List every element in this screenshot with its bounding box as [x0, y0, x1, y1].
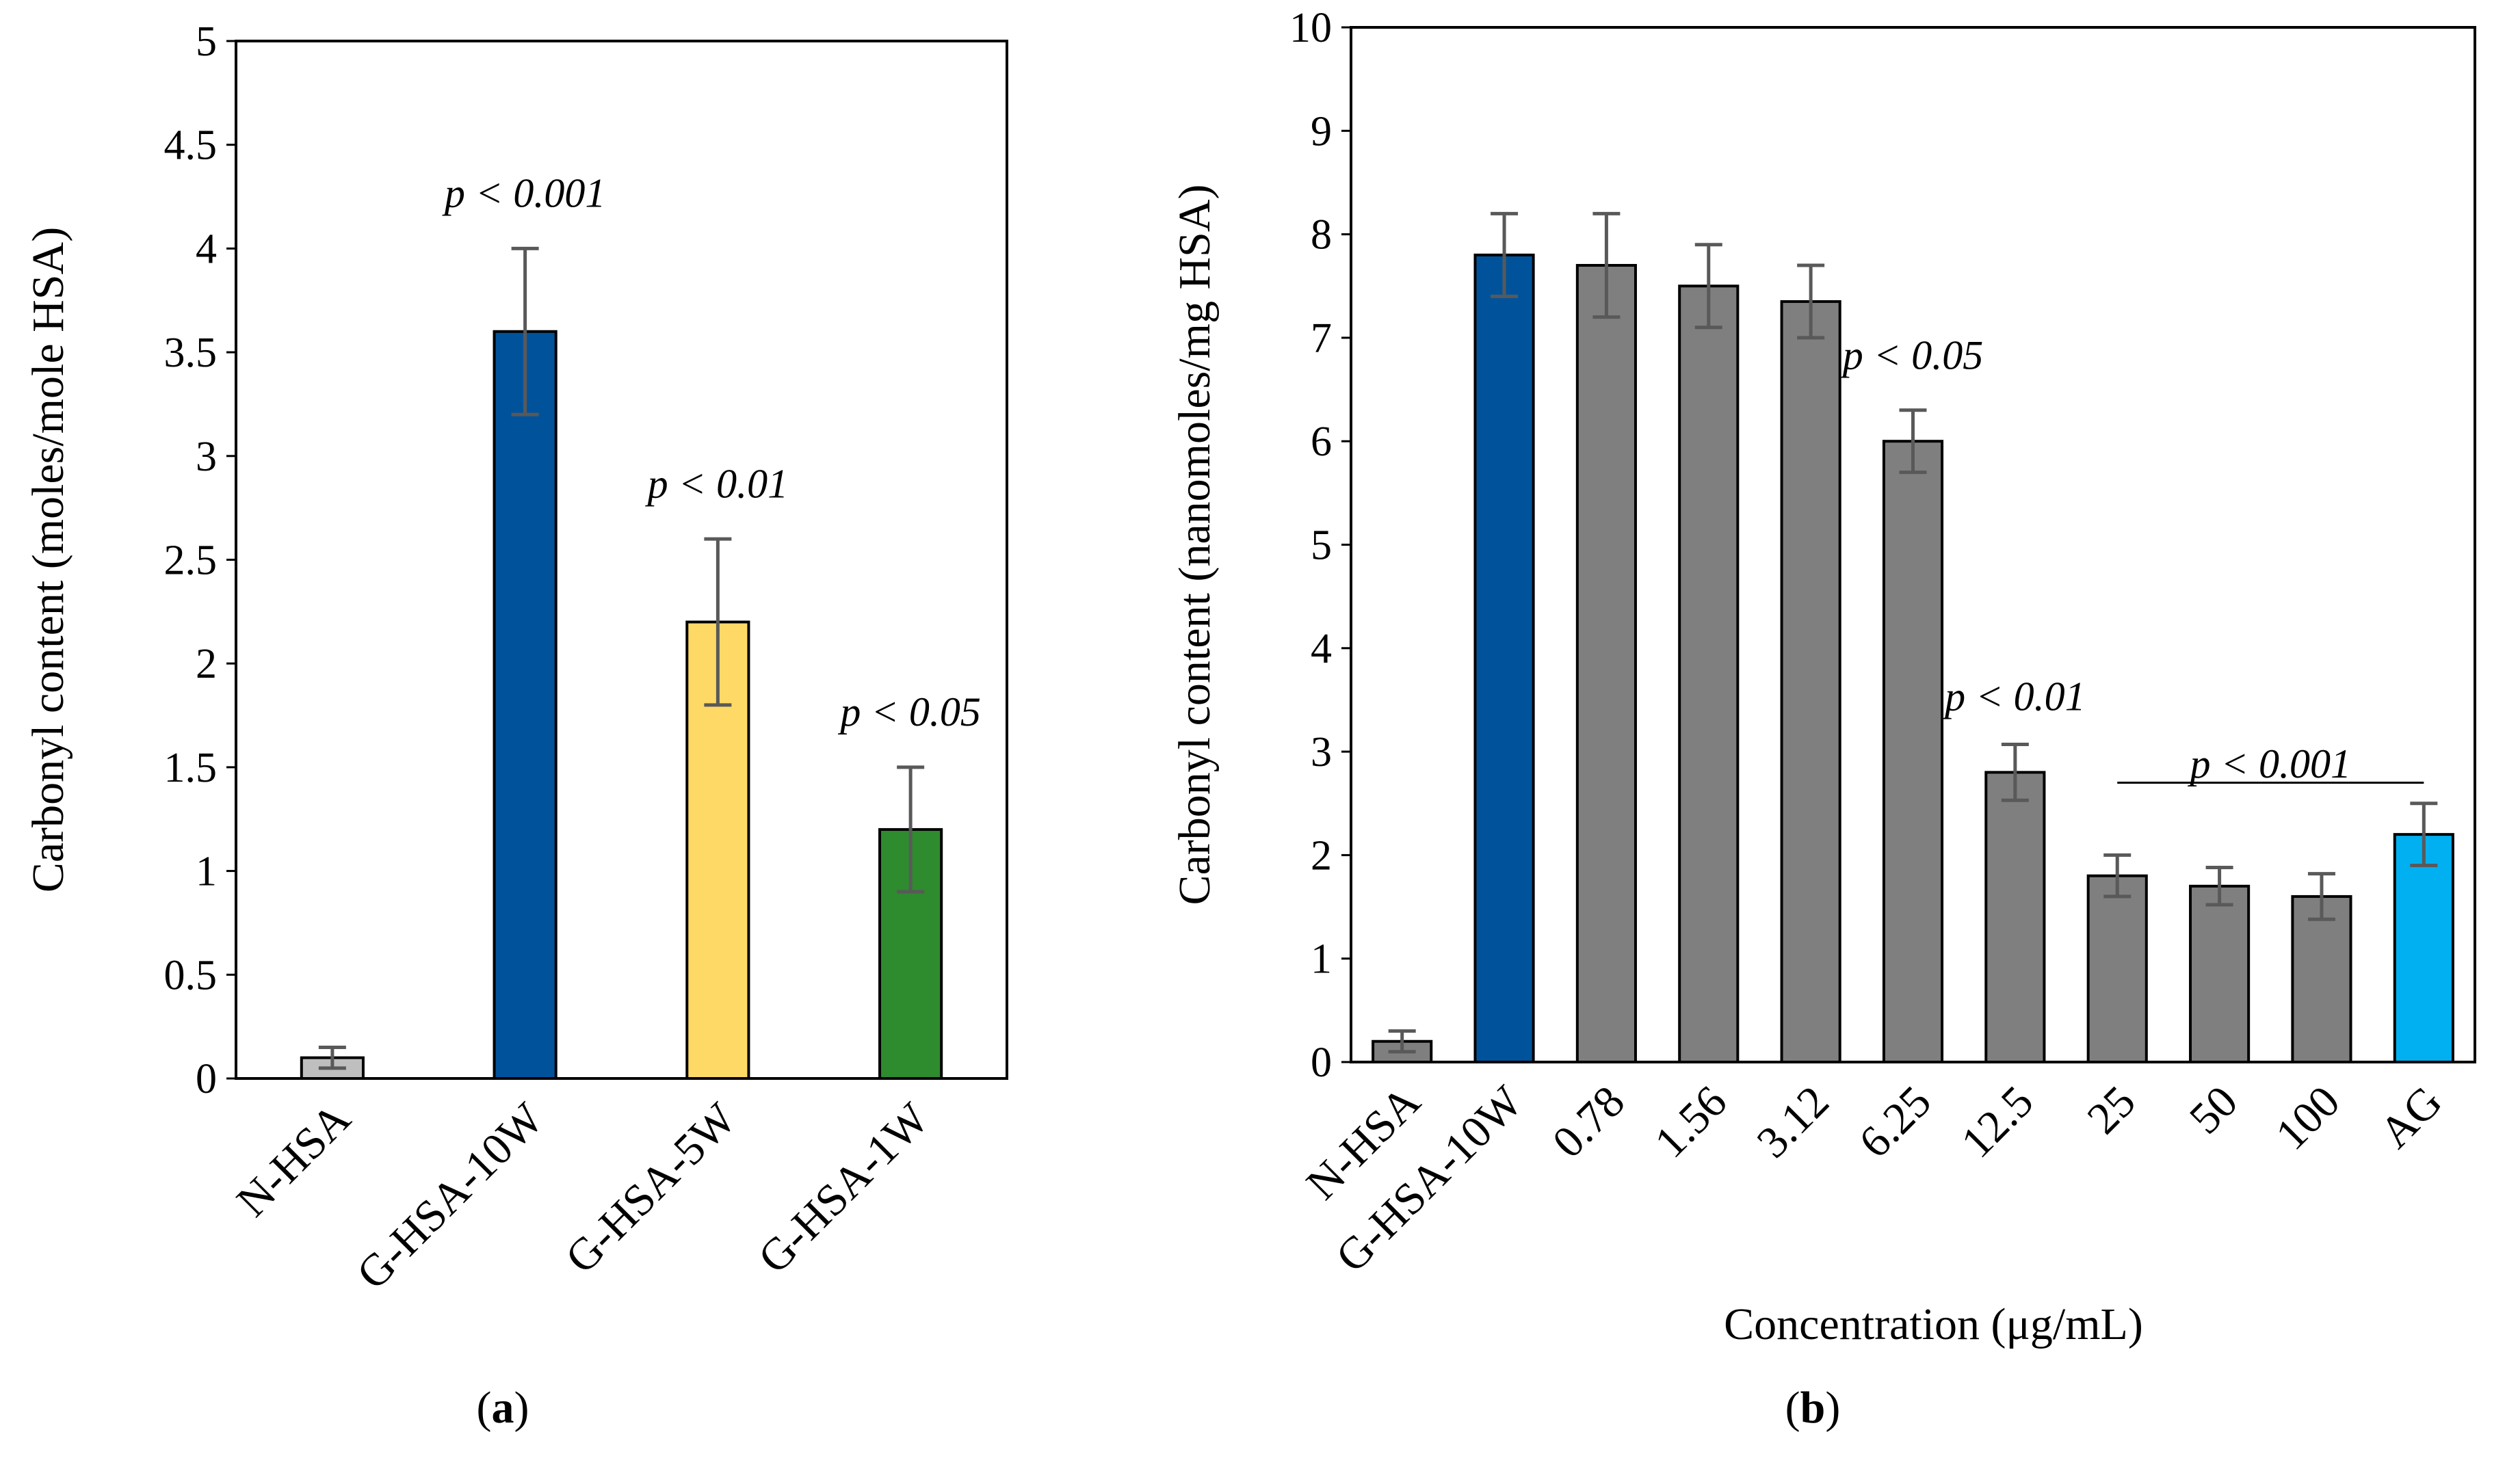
error-bar	[1388, 1029, 1416, 1054]
y-tick-label: 4	[1311, 626, 1332, 672]
y-tick-label: 6	[1311, 419, 1332, 465]
bar	[1882, 440, 1944, 1063]
error-bar	[511, 246, 539, 416]
bar	[2291, 895, 2352, 1064]
error-bar	[318, 1045, 346, 1070]
y-tick-label: 1.5	[164, 745, 218, 791]
category-label: AG	[2370, 1076, 2452, 1158]
y-tick-label: 7	[1311, 315, 1332, 362]
y-tick-label: 2	[1311, 832, 1332, 879]
panel-letter: a	[492, 1383, 514, 1433]
y-tick-label: 0	[196, 1056, 217, 1102]
error-bar	[1797, 263, 1825, 340]
error-bar	[1491, 211, 1519, 298]
category-label: 100	[2266, 1076, 2350, 1160]
category-label: 50	[2180, 1076, 2247, 1143]
error-bar	[2103, 853, 2132, 899]
error-bar	[1899, 408, 1927, 475]
category-label: 1.56	[1645, 1076, 1736, 1167]
bar	[1780, 300, 1841, 1064]
y-tick-label: 2	[196, 641, 217, 687]
bar	[2086, 874, 2148, 1064]
error-bar	[704, 537, 732, 707]
y-tick-label: 1	[196, 849, 217, 895]
significance-label: p < 0.001	[2188, 741, 2352, 786]
category-label: G-HSA-10W	[347, 1093, 553, 1299]
y-tick-label: 8	[1311, 212, 1332, 259]
y-tick-label: 0	[1311, 1039, 1332, 1086]
error-bar	[2205, 866, 2233, 907]
significance-label: p < 0.01	[1942, 674, 2086, 719]
bar	[1575, 263, 1637, 1063]
significance-label: p < 0.05	[837, 689, 981, 734]
error-bar	[2410, 801, 2438, 868]
panel-letter: b	[1800, 1383, 1826, 1433]
y-tick-label: 4.5	[164, 122, 218, 169]
error-bar	[1694, 243, 1722, 330]
significance-label: p < 0.01	[645, 461, 789, 506]
category-label: G-HSA-5W	[556, 1093, 746, 1283]
error-bar	[1592, 211, 1621, 319]
y-tick-label: 9	[1311, 108, 1332, 155]
error-bar	[897, 765, 925, 894]
y-tick-label: 5	[1311, 522, 1332, 569]
y-tick-label: 5	[196, 18, 217, 65]
bar	[1473, 253, 1535, 1063]
y-tick-label: 10	[1289, 5, 1332, 51]
y-axis-title: Carbonyl content (nanomoles/mg HSA)	[1170, 184, 1220, 905]
bar	[1984, 771, 2046, 1063]
y-tick-label: 3	[1311, 729, 1332, 776]
bar	[493, 330, 558, 1080]
y-tick-label: 3.5	[164, 330, 218, 376]
y-tick-label: 1	[1311, 936, 1332, 983]
x-axis-title: Concentration (μg/mL)	[1724, 1299, 2143, 1349]
significance-label: p < 0.001	[442, 171, 606, 216]
y-axis-title: Carbonyl content (moles/mole HSA)	[23, 227, 73, 892]
y-tick-label: 4	[196, 226, 217, 272]
panel-label: (b)	[1785, 1383, 1841, 1433]
bar	[2393, 833, 2454, 1063]
y-tick-label: 2.5	[164, 538, 218, 584]
error-bar	[2307, 872, 2335, 921]
category-label: N-HSA	[227, 1094, 360, 1226]
panel-a: 0 0.5 1 1.5 2 2.5 3 3.5 4 4.5 5 Carbonyl content (m…	[23, 18, 1008, 1433]
category-label: 3.12	[1747, 1076, 1838, 1167]
bar	[685, 620, 750, 1080]
bar	[1678, 284, 1740, 1063]
bar	[2189, 884, 2251, 1064]
error-bar	[2001, 743, 2029, 802]
panel-label: (a)	[477, 1383, 529, 1433]
y-tick-label: 0.5	[164, 952, 218, 998]
category-label: 25	[2078, 1076, 2145, 1143]
category-label: G-HSA-1W	[749, 1093, 939, 1283]
category-label: 0.78	[1543, 1076, 1634, 1167]
category-label: 12.5	[1952, 1076, 2043, 1167]
panel-b: 0 1 2 3 4 5 6 7 8 9 10 Carbonyl content (nanomoles/…	[1170, 5, 2476, 1433]
significance-label: p < 0.05	[1840, 332, 1984, 377]
y-tick-label: 3	[196, 434, 217, 480]
category-label: 6.25	[1850, 1076, 1941, 1167]
